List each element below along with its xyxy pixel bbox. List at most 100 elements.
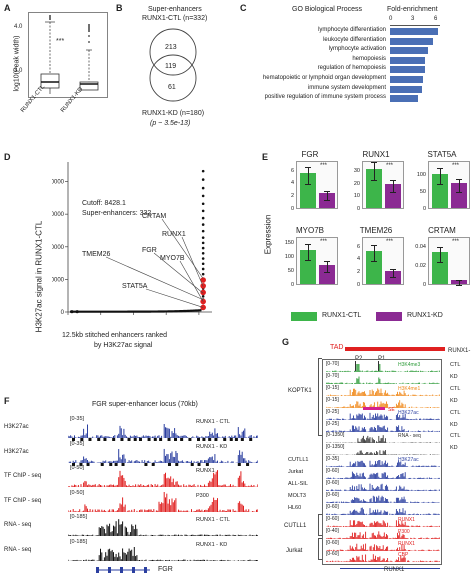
e-bar-ctl <box>366 250 382 284</box>
f-track-label: RNA - seq <box>4 546 32 553</box>
d-point <box>201 216 205 220</box>
g-track-name: RNA - seq <box>398 433 421 440</box>
e-error-cap <box>324 261 330 263</box>
e-ytick-label: 0 <box>422 282 426 288</box>
f-enhancer-mark <box>197 462 201 466</box>
g-track-signal <box>326 364 440 372</box>
g-track-cell: Jurkat <box>288 469 303 476</box>
panel-b-right-only: 61 <box>168 84 176 91</box>
f-track-signal <box>68 424 258 438</box>
e-sig: *** <box>320 163 328 169</box>
f-track-tag: RUNX1 - CTL <box>196 517 230 523</box>
g-track-signal <box>326 435 440 444</box>
e-error-cap <box>437 261 443 263</box>
f-enhancer-mark <box>100 462 104 466</box>
g-track-name: CBP <box>398 552 409 559</box>
panel-c-axis <box>390 25 440 26</box>
e-ytick-label: 10 <box>353 193 360 200</box>
e-error-cap <box>305 260 311 262</box>
e-error-bar <box>374 161 375 180</box>
e-error-cap <box>324 190 330 192</box>
g-track-range: [0-25] <box>326 408 339 415</box>
f-track-signal <box>68 470 258 487</box>
g-track-range: [0-15] <box>326 396 339 403</box>
f-enhancer-marks <box>72 462 250 466</box>
go-term-bar <box>390 28 438 35</box>
f-enhancer-mark <box>190 462 194 466</box>
g-track-name: H3K27ac <box>398 409 419 416</box>
e-error-bar <box>393 179 394 193</box>
g-arrow-p2 <box>355 361 356 371</box>
g-track-range: [0-60] <box>326 551 339 558</box>
e-error-cap <box>390 277 396 279</box>
panel-g-koptk1: KOPTK1 <box>288 388 312 394</box>
go-term-label: regulation of hemopoiesis <box>317 65 386 72</box>
f-enhancer-mark <box>79 462 83 466</box>
legend-ctl-swatch <box>291 312 317 321</box>
e-ytick-label: 0 <box>356 282 360 288</box>
f-enhancer-mark <box>175 462 179 466</box>
f-enhancer-mark <box>103 438 107 441</box>
panel-b-letter: B <box>116 3 123 13</box>
d-point <box>201 169 205 173</box>
panel-b-footer-1: RUNX1-KD (n=180) <box>142 110 205 117</box>
d-point <box>201 202 205 206</box>
e-chart-title: TMEM26 <box>359 226 393 235</box>
e-error-bar <box>393 268 394 278</box>
e-ytick-label: 0 <box>290 206 294 212</box>
panel-b-title-2: RUNX1-CTL (n=332) <box>142 15 208 22</box>
d-point <box>201 209 205 213</box>
e-error-cap <box>390 179 396 181</box>
g-track-range: [0-25] <box>326 420 339 427</box>
go-term-label: immune system development <box>307 84 386 91</box>
f-track-signal <box>68 546 258 561</box>
panel-g-runx1-label: RUNX1- <box>448 348 471 354</box>
d-gene-label: TMEM26 <box>82 251 111 258</box>
g-track-signal <box>326 519 440 527</box>
d-gene-label: STAT5A <box>122 283 148 290</box>
e-chart-fgr: FGR *** 0 2 4 6 <box>278 150 342 224</box>
f-enhancer-mark <box>133 438 137 441</box>
e-error-cap <box>437 168 443 170</box>
g-track-name: H3K27ac <box>398 457 419 464</box>
e-ytick-label: 50 <box>419 188 426 195</box>
e-chart-myo7b: MYO7B *** 0 50 100 150 <box>278 226 342 300</box>
e-chart-frame: *** <box>362 161 404 209</box>
go-term-label: lymphocyte differentiation <box>318 27 386 33</box>
e-chart-frame: *** <box>428 161 470 209</box>
panel-g-cutll1: CUTLL1 <box>284 523 307 529</box>
d-point <box>201 241 205 245</box>
legend-kd-label: RUNX1-KD <box>407 312 443 319</box>
d-curve <box>69 309 202 313</box>
e-error-bar <box>374 244 375 261</box>
f-enhancer-mark <box>202 438 206 441</box>
e-error-bar <box>327 190 328 200</box>
e-error-cap <box>371 179 377 181</box>
f-enhancer-mark <box>86 462 90 466</box>
f-track-signal <box>68 491 258 512</box>
d-gene-label: FGR <box>142 247 157 254</box>
g-track-side: KD <box>450 445 458 452</box>
e-error-cap <box>437 184 443 186</box>
e-error-cap <box>305 244 311 246</box>
e-ytick-label: 20 <box>353 180 360 187</box>
e-sig: *** <box>452 239 460 245</box>
e-chart-title: RUNX1 <box>362 150 390 159</box>
e-chart-frame: *** <box>428 237 470 286</box>
panel-c-header-right: Fold-enrichment <box>387 6 438 13</box>
e-error-cap <box>371 161 377 163</box>
g-track-cell: HL60 <box>288 504 302 511</box>
panel-c-letter: C <box>240 3 247 13</box>
go-term-label: leukocyte differentiation <box>323 36 386 43</box>
go-term-bar <box>390 85 422 93</box>
panel-c-tick-0: 0 <box>389 16 393 22</box>
panel-e-letter: E <box>262 152 269 162</box>
f-track-range: [0-50] <box>70 465 85 471</box>
panel-g-se-bar <box>363 407 385 410</box>
g-frame <box>322 359 442 565</box>
go-term-bar <box>390 37 434 45</box>
f-track-tag: RUNX1 - KD <box>196 541 228 548</box>
d-point <box>201 257 205 260</box>
e-bar-ctl <box>432 174 448 208</box>
legend-ctl-label: RUNX1-CTL <box>322 312 362 319</box>
